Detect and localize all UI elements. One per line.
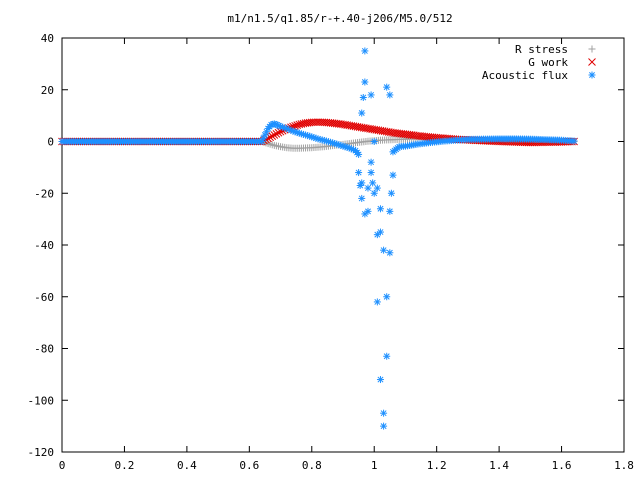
y-tick-label: 0	[47, 136, 54, 149]
data-point	[358, 109, 366, 117]
y-tick-label: -20	[34, 187, 54, 200]
data-point	[268, 132, 277, 141]
legend-label: R stress	[515, 43, 568, 56]
data-point	[370, 138, 378, 145]
data-point	[387, 189, 395, 197]
data-point	[355, 169, 363, 177]
x-tick-label: 0.6	[239, 459, 259, 472]
y-tick-label: 20	[41, 84, 54, 97]
x-tick-label: 0.8	[302, 459, 322, 472]
data-point	[359, 94, 367, 102]
data-point	[389, 171, 397, 179]
x-tick-label: 0.4	[177, 459, 197, 472]
data-point	[376, 205, 384, 213]
data-point	[380, 422, 388, 430]
chart-title: m1/n1.5/q1.85/r-+.40-j206/M5.0/512	[227, 12, 452, 25]
data-point	[570, 137, 578, 145]
x-tick-label: 1.8	[614, 459, 634, 472]
data-point	[370, 189, 378, 197]
legend-marker	[588, 71, 596, 79]
y-tick-label: -60	[34, 291, 54, 304]
data-point	[355, 150, 363, 158]
data-point	[272, 130, 281, 138]
data-point	[274, 128, 283, 137]
y-ticks: -120 -100 -80 -60 -40 -20 0 20 40	[28, 32, 624, 459]
x-ticks: 0 0.2 0.4 0.6 0.8 1 1.2 1.4 1.6 1.8	[59, 38, 634, 472]
data-point	[380, 409, 388, 417]
data-point	[369, 179, 377, 187]
data-point	[367, 169, 375, 177]
legend-label: G work	[528, 56, 568, 69]
data-point	[367, 91, 375, 99]
data-point	[386, 91, 394, 99]
x-tick-label: 1.6	[552, 459, 572, 472]
data-point	[383, 293, 391, 301]
plot-frame	[61, 37, 625, 453]
x-tick-label: 1.4	[489, 459, 509, 472]
data-point	[361, 47, 369, 55]
data-point	[376, 228, 384, 236]
data-point	[367, 158, 375, 166]
x-tick-label: 1	[371, 459, 378, 472]
x-tick-label: 0.2	[115, 459, 135, 472]
data-point	[373, 298, 381, 306]
legend-label: Acoustic flux	[482, 69, 568, 82]
data-point	[383, 83, 391, 91]
y-tick-label: -80	[34, 343, 54, 356]
legend-marker	[588, 45, 596, 53]
data-point	[361, 78, 369, 86]
data-point	[376, 376, 384, 384]
series-acoustic-flux	[58, 47, 578, 430]
x-tick-label: 1.2	[427, 459, 447, 472]
y-tick-label: -120	[28, 446, 55, 459]
data-point	[380, 246, 388, 254]
data-point	[270, 131, 279, 139]
legend-marker	[588, 58, 596, 66]
data-point	[364, 184, 372, 192]
y-tick-label: 40	[41, 32, 54, 45]
x-tick-label: 0	[59, 459, 66, 472]
data-point	[386, 249, 394, 257]
data-point	[373, 184, 381, 192]
series-layer	[58, 47, 578, 430]
data-point	[364, 207, 372, 215]
y-tick-label: -100	[28, 394, 55, 407]
y-tick-label: -40	[34, 239, 54, 252]
data-point	[358, 179, 366, 187]
data-point	[386, 207, 394, 215]
data-point	[358, 194, 366, 202]
data-point	[383, 352, 391, 360]
